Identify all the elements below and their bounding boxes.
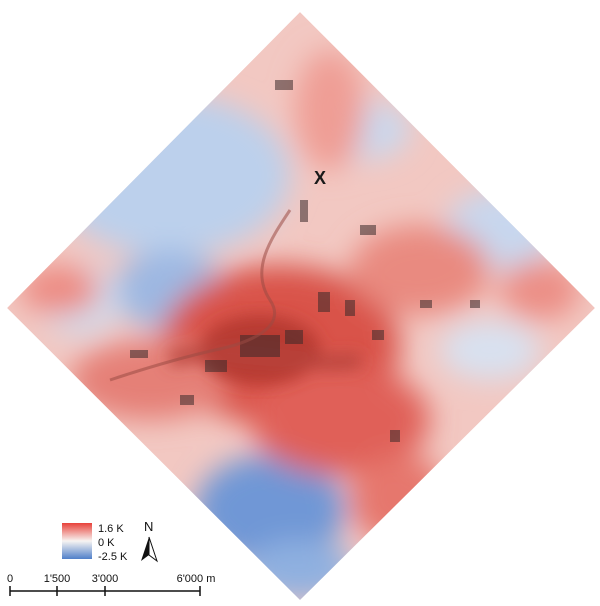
legend-mid-label: 0 K: [98, 537, 115, 549]
location-marker: X: [314, 168, 326, 188]
building-block: [470, 300, 480, 308]
north-label: N: [144, 519, 153, 534]
building-block: [360, 225, 376, 235]
building-block: [372, 330, 384, 340]
building-block: [345, 300, 355, 316]
scale-bar: 0 1'500 3'000 6'000 m: [7, 573, 215, 596]
scale-label-1: 1'500: [44, 573, 71, 585]
warm-zone-far-east: [500, 260, 580, 320]
scale-label-0: 0: [7, 573, 13, 585]
warm-zone-south-center: [250, 365, 430, 475]
building-block: [130, 350, 148, 358]
cool-zone-southeast: [440, 320, 540, 380]
north-arrow-right-half: [148, 536, 158, 563]
building-block: [285, 330, 303, 344]
building-block: [205, 360, 227, 372]
building-block: [180, 395, 194, 405]
cool-zone-northwest: [50, 95, 290, 255]
building-block: [275, 80, 293, 90]
scale-label-2: 3'000: [92, 573, 119, 585]
river: [109, 209, 292, 382]
north-arrow: N: [141, 519, 158, 563]
map-area: [7, 12, 595, 600]
building-block: [318, 292, 330, 312]
building-block: [300, 200, 308, 222]
warm-zone-east: [350, 225, 490, 315]
north-arrow-left-half: [141, 537, 149, 561]
warm-zone-south-east: [350, 455, 450, 545]
warm-zone-far-west: [20, 265, 100, 315]
scale-label-3: 6'000 m: [177, 573, 216, 585]
legend: 1.6 K 0 K -2.5 K: [62, 523, 128, 563]
legend-color-ramp: [62, 523, 92, 559]
warm-zone-north: [295, 50, 365, 170]
building-block: [390, 430, 400, 442]
legend-max-label: 1.6 K: [98, 523, 124, 535]
legend-min-label: -2.5 K: [98, 551, 128, 563]
building-block-core: [240, 335, 280, 357]
building-block: [420, 300, 432, 308]
building-footprints: [130, 80, 480, 442]
cool-zone-south-tip: [245, 540, 355, 600]
